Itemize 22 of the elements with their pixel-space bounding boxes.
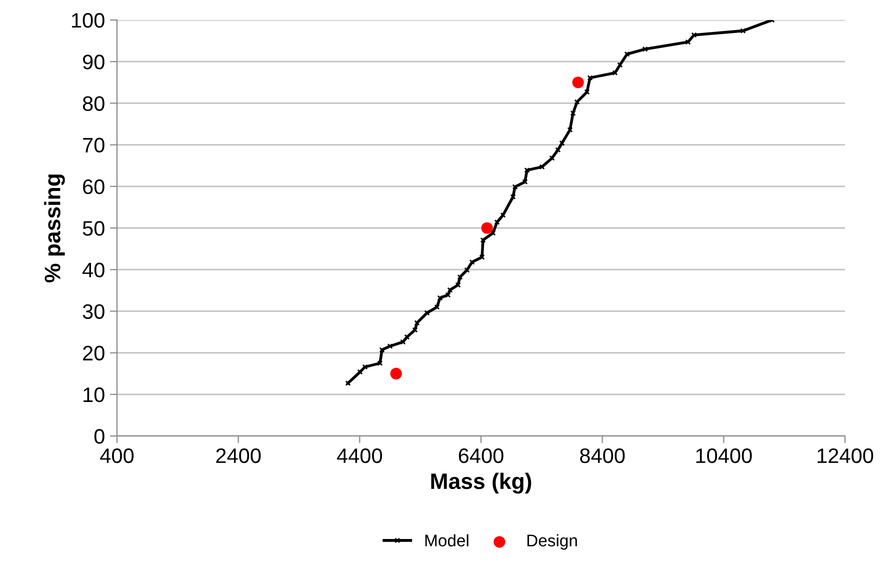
x-tick-label: 400 [100, 448, 134, 464]
y-tick-label: 90 [83, 54, 104, 70]
x-tick-label: 6400 [458, 448, 504, 464]
legend-label: Design [527, 534, 577, 550]
x-tick-label: 2400 [216, 448, 261, 464]
y-axis-title: % passing [44, 174, 65, 282]
y-tick-label: 10 [84, 387, 104, 402]
y-tick-label: 40 [82, 262, 104, 278]
x-tick-label: 8400 [580, 448, 625, 464]
x-tick-label: 10400 [696, 448, 752, 464]
y-tick-label: 80 [82, 96, 104, 111]
y-tick-label: 100 [72, 13, 104, 28]
legend-label: Model [425, 534, 468, 546]
y-tick-label: 20 [83, 346, 104, 361]
y-tick-label: 30 [82, 304, 104, 319]
x-tick-label: 12400 [818, 448, 874, 464]
x-tick-label: 4400 [336, 448, 382, 464]
y-tick-label: 60 [83, 179, 104, 194]
y-tick-label: 70 [83, 138, 104, 153]
x-axis-title: Mass (kg) [431, 472, 532, 494]
y-tick-label: 0 [94, 429, 104, 444]
y-tick-label: 50 [82, 221, 104, 236]
